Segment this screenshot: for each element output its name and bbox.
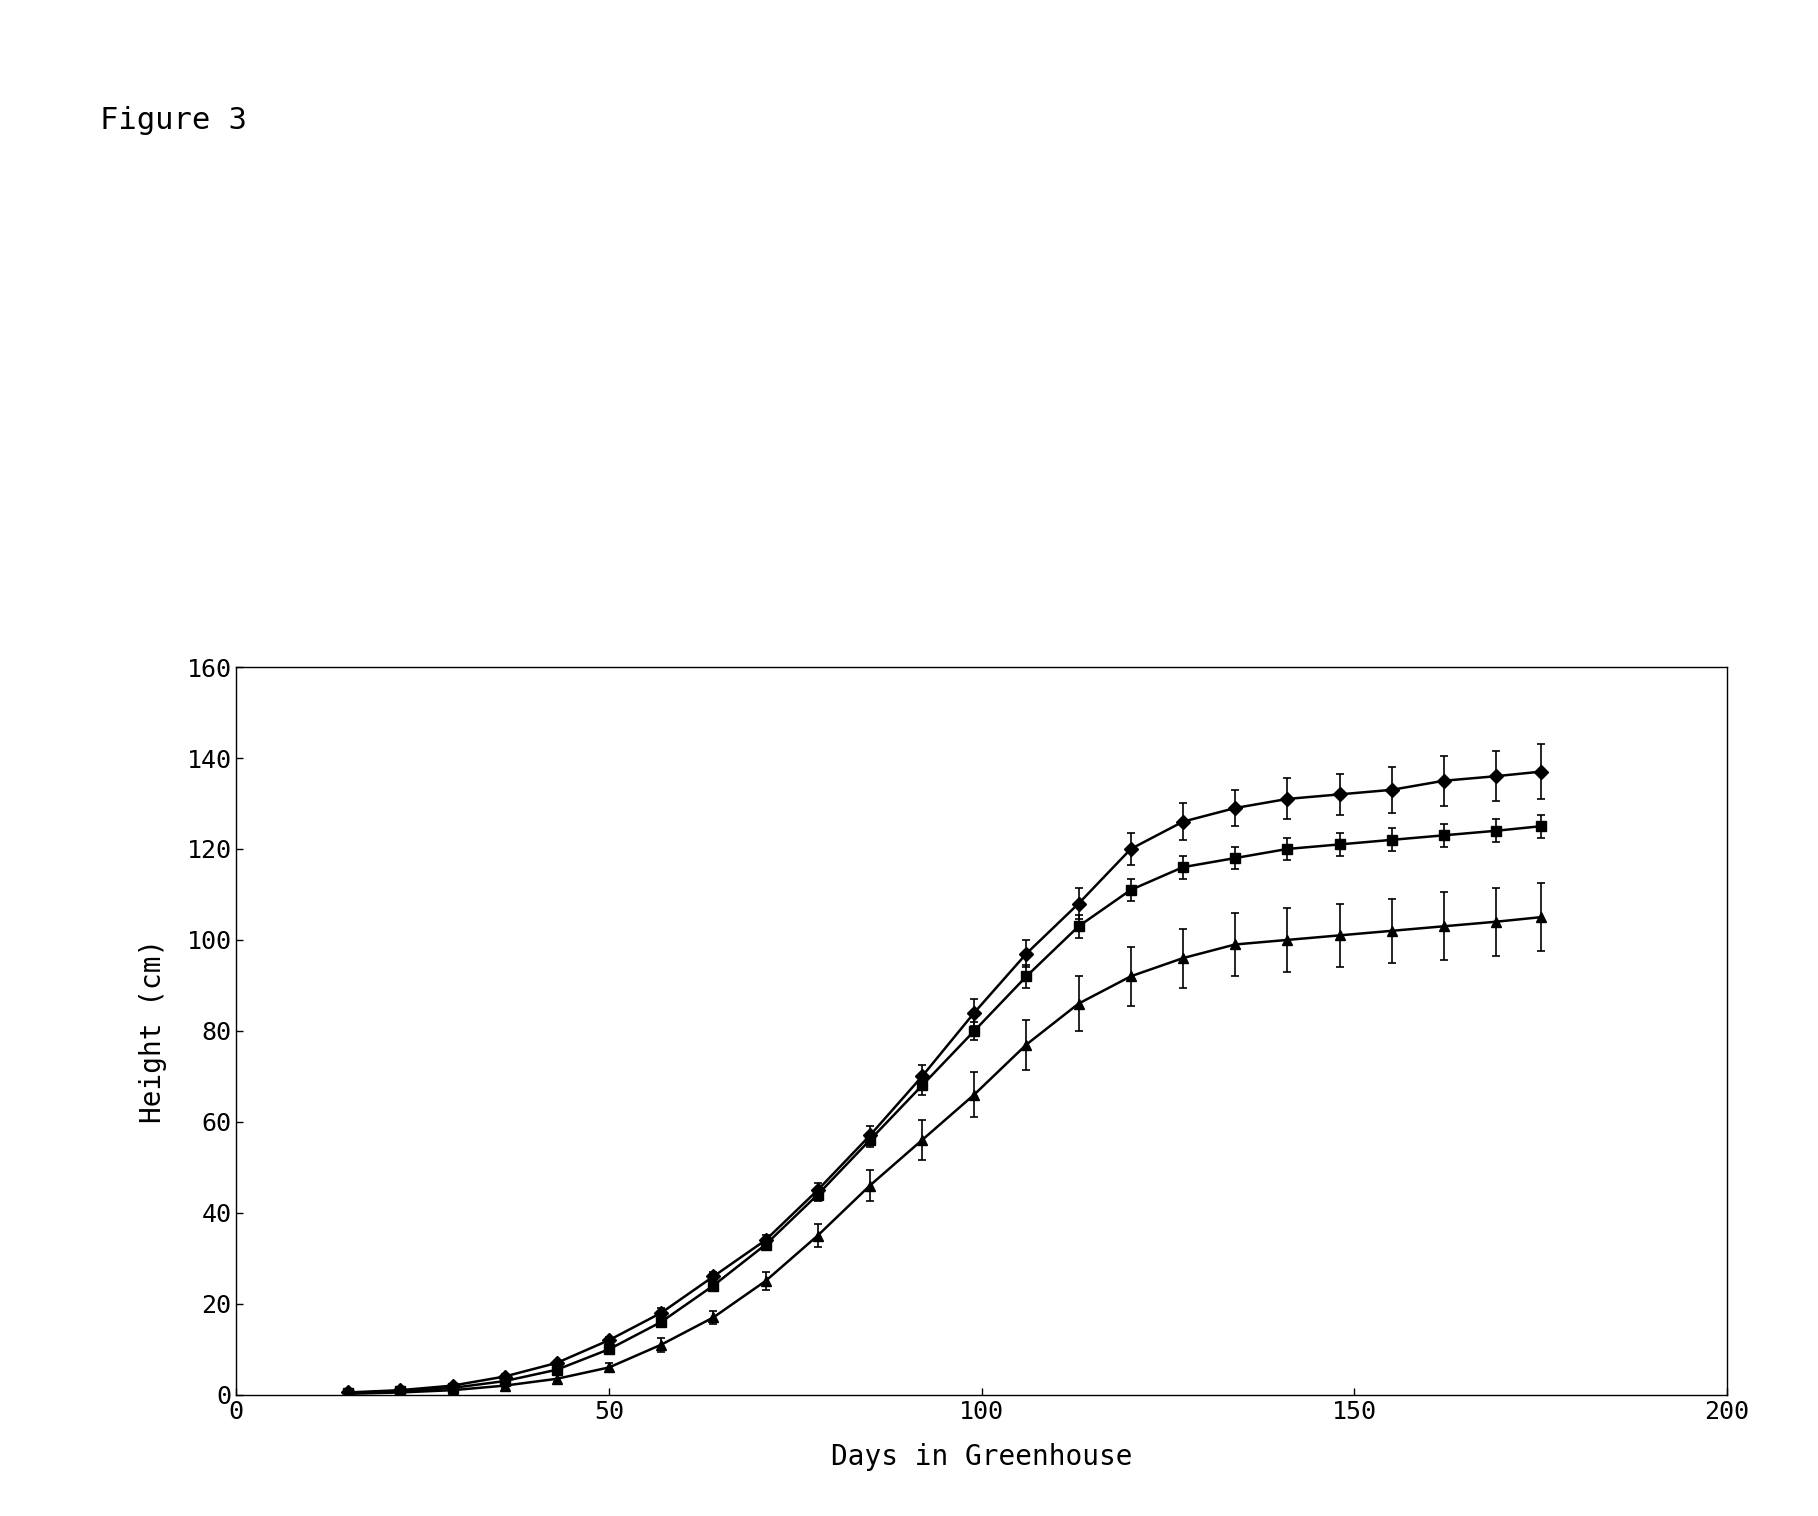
Y-axis label: Height (cm): Height (cm): [138, 938, 167, 1123]
Text: Figure 3: Figure 3: [100, 106, 247, 135]
X-axis label: Days in Greenhouse: Days in Greenhouse: [831, 1443, 1133, 1471]
